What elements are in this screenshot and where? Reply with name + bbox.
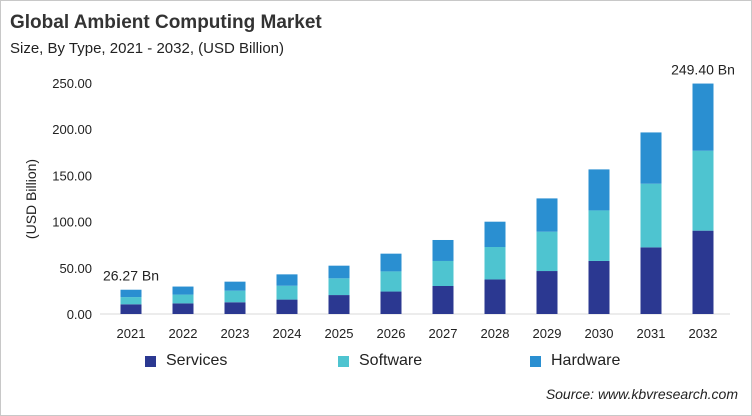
bar-hardware-2032 [692, 83, 714, 151]
bar-services-2024 [276, 299, 298, 314]
bar-hardware-2021 [120, 289, 142, 298]
bar-hardware-2029 [536, 198, 558, 232]
bar-services-2031 [640, 247, 662, 314]
bar-software-2028 [484, 247, 506, 280]
x-tick-label: 2024 [273, 326, 302, 341]
bar-services-2030 [588, 260, 610, 314]
x-tick-label: 2023 [221, 326, 250, 341]
bar-services-2028 [484, 279, 506, 314]
x-tick-label: 2021 [117, 326, 146, 341]
legend-label: Software [359, 352, 423, 369]
bar-software-2030 [588, 210, 610, 261]
x-tick-label: 2022 [169, 326, 198, 341]
bar-software-2026 [380, 271, 402, 292]
chart-title: Global Ambient Computing Market [10, 12, 322, 33]
bar-hardware-2027 [432, 239, 454, 261]
legend-item-hardware: Hardware [530, 352, 620, 370]
y-tick-label: 0.00 [67, 307, 92, 322]
bar-services-2032 [692, 230, 714, 314]
bar-hardware-2024 [276, 274, 298, 286]
bar-software-2029 [536, 231, 558, 272]
legend-swatch [145, 355, 156, 367]
legend-item-software: Software [338, 352, 422, 370]
y-tick-label: 50.00 [59, 261, 92, 276]
y-tick-label: 200.00 [52, 122, 92, 137]
bar-software-2027 [432, 260, 454, 287]
source-note: Source: www.kbvresearch.com [545, 386, 738, 402]
bar-services-2025 [328, 295, 350, 314]
x-tick-label: 2028 [481, 326, 510, 341]
bar-software-2021 [120, 297, 142, 305]
bar-hardware-2030 [588, 169, 610, 211]
x-tick-label: 2029 [533, 326, 562, 341]
y-tick-label: 100.00 [52, 215, 92, 230]
y-tick-label: 250.00 [52, 76, 92, 91]
x-tick-label: 2026 [377, 326, 406, 341]
data-label: 249.40 Bn [671, 62, 735, 78]
bar-hardware-2031 [640, 132, 662, 184]
x-tick-label: 2031 [637, 326, 666, 341]
legend-swatch [530, 355, 541, 367]
legend-item-services: Services [145, 352, 227, 370]
x-tick-label: 2025 [325, 326, 354, 341]
bar-hardware-2026 [380, 253, 402, 272]
bar-hardware-2028 [484, 221, 506, 248]
bar-services-2027 [432, 286, 454, 314]
bar-software-2031 [640, 183, 662, 248]
chart-subtitle: Size, By Type, 2021 - 2032, (USD Billion… [10, 40, 285, 57]
bar-hardware-2022 [172, 286, 194, 295]
bar-services-2026 [380, 291, 402, 314]
y-axis-label: (USD Billion) [23, 159, 39, 239]
legend-label: Services [166, 352, 228, 369]
bar-hardware-2025 [328, 265, 350, 279]
bar-software-2024 [276, 285, 298, 300]
bar-services-2023 [224, 302, 246, 314]
bar-software-2025 [328, 278, 350, 296]
legend-swatch [338, 355, 349, 367]
bar-software-2032 [692, 150, 714, 231]
bar-services-2022 [172, 303, 194, 314]
y-tick-label: 150.00 [52, 168, 92, 183]
bar-hardware-2023 [224, 281, 246, 291]
bar-services-2029 [536, 271, 558, 314]
bar-software-2023 [224, 290, 246, 303]
legend-label: Hardware [551, 352, 621, 369]
bar-software-2022 [172, 294, 194, 304]
bar-services-2021 [120, 304, 142, 314]
data-label: 26.27 Bn [103, 268, 159, 284]
x-tick-label: 2030 [585, 326, 614, 341]
x-tick-label: 2032 [689, 326, 718, 341]
x-tick-label: 2027 [429, 326, 458, 341]
